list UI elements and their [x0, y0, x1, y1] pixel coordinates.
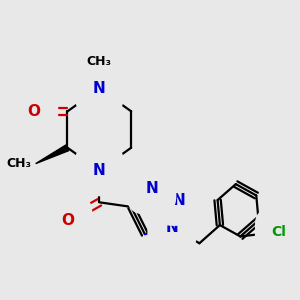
Text: O: O	[27, 104, 40, 119]
Text: CH₃: CH₃	[87, 55, 112, 68]
Text: N: N	[166, 220, 178, 235]
Text: O: O	[61, 213, 74, 228]
Text: N: N	[145, 181, 158, 196]
Text: Cl: Cl	[272, 225, 286, 239]
Polygon shape	[36, 145, 69, 164]
Text: N: N	[172, 193, 185, 208]
Text: N: N	[93, 81, 106, 96]
Text: N: N	[93, 163, 106, 178]
Text: CH₃: CH₃	[6, 157, 31, 170]
